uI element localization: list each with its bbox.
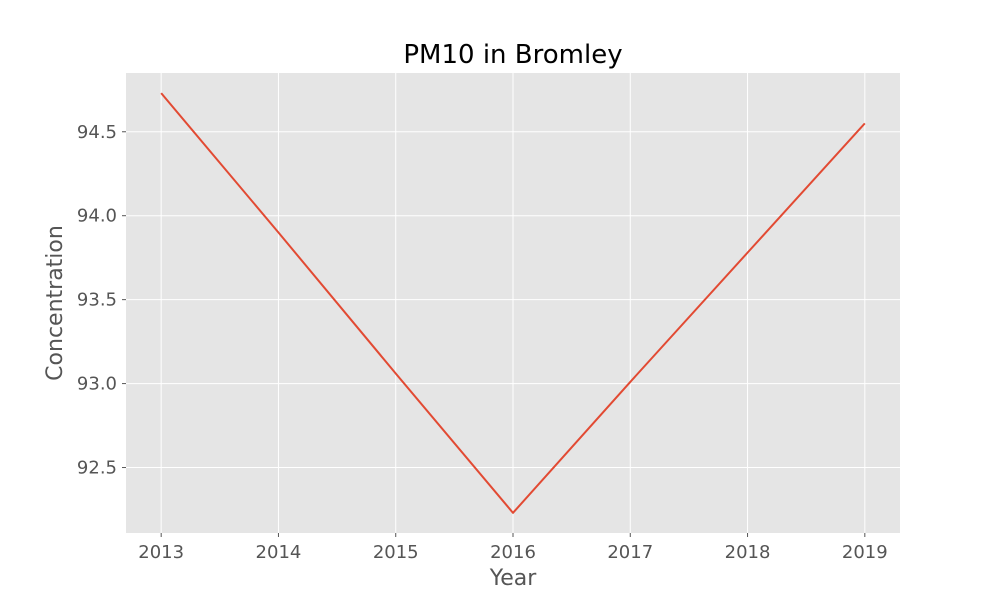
x-tick-label: 2016 — [490, 542, 536, 563]
x-tick-label: 2017 — [607, 542, 653, 563]
y-tick-label: 93.5 — [77, 290, 117, 311]
x-tick-label: 2014 — [256, 542, 302, 563]
y-tick-label: 94.5 — [77, 122, 117, 143]
y-axis-ticks: 92.5 93.0 93.5 94.0 94.5 — [77, 122, 126, 479]
x-axis-ticks: 2013 2014 2015 2016 2017 2018 2019 — [138, 533, 888, 563]
y-tick-label: 92.5 — [77, 458, 117, 479]
chart-title: PM10 in Bromley — [403, 40, 622, 70]
y-tick-label: 93.0 — [77, 374, 117, 395]
y-tick-label: 94.0 — [77, 206, 117, 227]
series-layer — [160, 92, 866, 514]
y-axis-label: Concentration — [43, 225, 68, 381]
x-tick-label: 2019 — [842, 542, 888, 563]
x-tick-label: 2015 — [373, 542, 419, 563]
x-axis-label: Year — [489, 566, 538, 591]
grid — [126, 73, 900, 533]
x-tick-label: 2013 — [138, 542, 184, 563]
x-tick-label: 2018 — [725, 542, 771, 563]
series-line — [160, 92, 866, 514]
